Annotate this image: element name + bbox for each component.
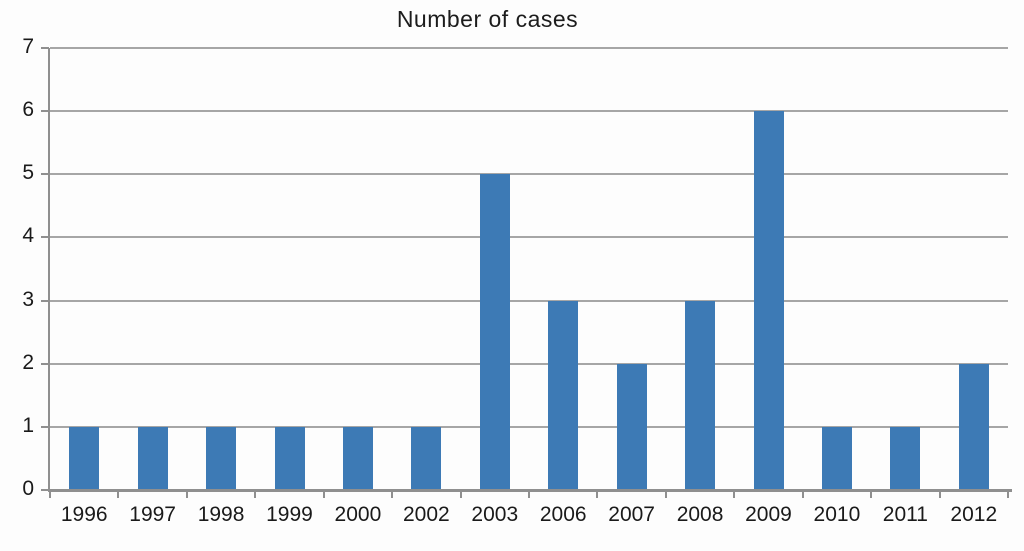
x-axis-label-2003: 2003: [471, 503, 519, 526]
y-axis-label-0: 0: [22, 477, 34, 500]
x-axis-label-1998: 1998: [197, 503, 245, 526]
y-axis-label-2: 2: [22, 350, 34, 374]
x-axis-tick-9: [664, 491, 667, 498]
x-axis-label-1997: 1997: [129, 503, 176, 526]
x-axis-label-2008: 2008: [676, 503, 724, 526]
bar-2003: [479, 174, 510, 490]
x-axis-tick-6: [459, 491, 462, 498]
x-axis-tick-13: [938, 491, 941, 498]
bar-1997: [137, 426, 168, 490]
gridline-y-5: [50, 173, 1008, 176]
chart-title: Number of cases: [396, 6, 579, 32]
x-axis-tick-1: [117, 491, 120, 498]
y-axis-tick-2: [41, 362, 49, 365]
bar-1996: [69, 426, 100, 490]
x-axis-label-2006: 2006: [539, 503, 587, 526]
bar-2010: [821, 426, 852, 490]
bar-2006: [548, 300, 579, 490]
x-axis-tick-0: [49, 491, 51, 498]
x-axis-tick-4: [322, 491, 325, 498]
gridline-y-3: [50, 299, 1008, 302]
y-axis-label-5: 5: [22, 161, 34, 185]
y-axis-label-7: 7: [22, 35, 34, 58]
x-axis-label-2010: 2010: [813, 503, 861, 526]
gridline-y-6: [50, 110, 1008, 113]
gridline-y-7: [50, 47, 1008, 49]
gridline-y-4: [50, 236, 1008, 239]
y-axis-tick-5: [41, 173, 49, 176]
y-axis-tick-6: [41, 110, 49, 113]
x-axis-label-2002: 2002: [402, 503, 450, 526]
gridline-y-1: [50, 425, 1008, 428]
x-axis-tick-7: [528, 491, 530, 498]
x-axis-label-2012: 2012: [950, 503, 998, 526]
y-axis-tick-1: [41, 425, 49, 428]
y-axis-label-1: 1: [22, 413, 34, 437]
x-axis-label-2007: 2007: [608, 503, 655, 526]
bar-2000: [342, 426, 373, 490]
x-axis-line: [48, 489, 1012, 492]
y-axis-label-4: 4: [22, 224, 34, 248]
bar-1999: [274, 426, 305, 490]
x-axis-tick-3: [254, 491, 257, 498]
y-axis-tick-3: [41, 299, 49, 302]
x-axis-label-1996: 1996: [60, 503, 108, 526]
y-axis-tick-4: [41, 236, 49, 239]
gridline-y-2: [50, 362, 1008, 365]
bar-2009: [753, 111, 784, 490]
x-axis-label-2000: 2000: [334, 503, 382, 526]
x-axis-tick-12: [870, 491, 873, 498]
bar-1998: [206, 426, 237, 490]
x-axis-tick-11: [801, 491, 804, 498]
y-axis-line: [48, 48, 50, 490]
bar-2011: [890, 426, 921, 490]
x-axis-tick-14: [1007, 491, 1009, 498]
bar-2007: [616, 363, 647, 490]
x-axis-tick-10: [733, 491, 736, 498]
x-axis-label-2011: 2011: [882, 503, 928, 526]
y-axis-tick-7: [41, 47, 49, 49]
x-axis-tick-5: [391, 491, 394, 498]
y-axis-label-3: 3: [22, 287, 34, 311]
y-axis-label-6: 6: [22, 98, 34, 122]
bar-2012: [958, 363, 989, 490]
bar-2002: [411, 426, 442, 490]
x-axis-tick-2: [185, 491, 188, 498]
bar-2008: [685, 300, 716, 490]
x-axis-label-2009: 2009: [745, 503, 792, 526]
x-axis-label-1999: 1999: [266, 503, 313, 526]
y-axis-tick-0: [41, 489, 49, 491]
x-axis-tick-8: [596, 491, 599, 498]
